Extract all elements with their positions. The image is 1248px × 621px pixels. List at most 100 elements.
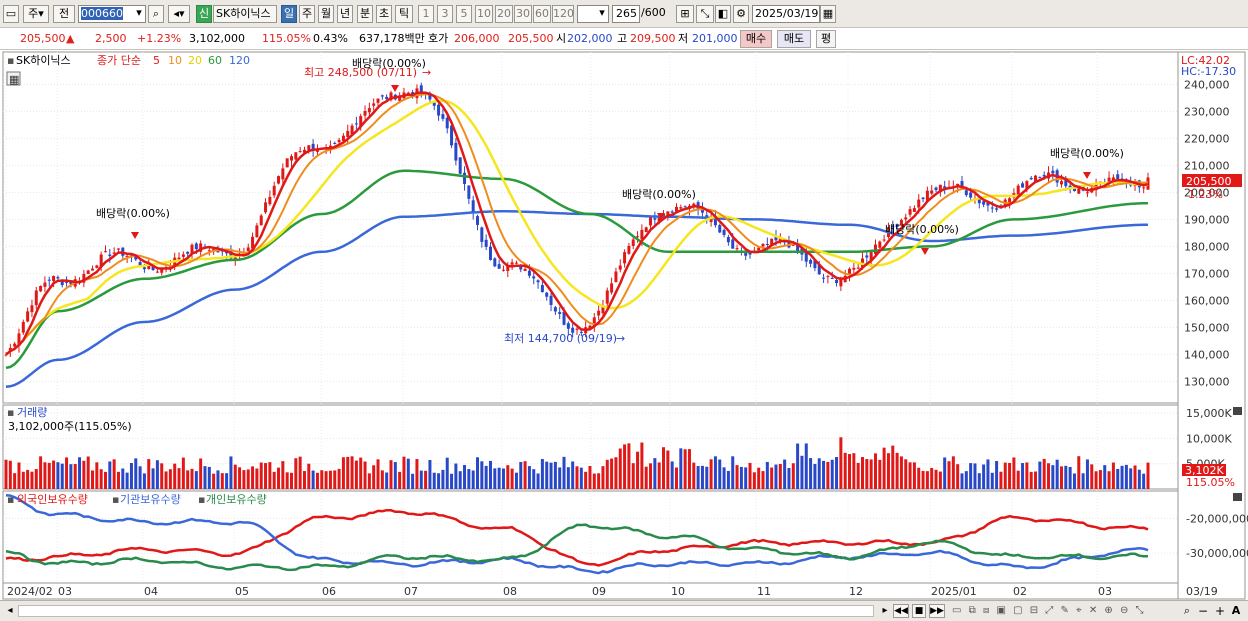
interval-120-button[interactable]: 120 [552,5,574,23]
volume-bar [579,467,583,489]
legend-ma120: 120 [229,54,250,67]
candle-body [610,283,614,293]
crosshair-icon[interactable]: ⊞ [676,5,694,23]
eval-button[interactable]: 평 [816,30,836,48]
code-dropdown-icon[interactable]: ▾ [136,6,142,19]
x-axis-tick: 07 [404,585,418,598]
new-badge[interactable]: 신 [196,5,212,23]
scroll-left-icon[interactable]: ◂ [7,605,13,616]
holding-close-icon[interactable] [1233,493,1242,501]
interval-60-button[interactable]: 60 [533,5,551,23]
zoom-out-icon[interactable]: − [1197,604,1209,618]
volume-bar [467,469,471,489]
volume-bar [947,461,951,489]
search-icon[interactable]: ⌕ [148,5,164,23]
price-y-tick: 170,000 [1184,267,1230,280]
unit-tick-button[interactable]: 틱 [395,5,413,23]
volume-bar [752,472,756,489]
candle-body [255,225,259,238]
interval-5-button[interactable]: 5 [456,5,472,23]
interval-1-button[interactable]: 1 [418,5,434,23]
unit-second-button[interactable]: 초 [376,5,392,23]
volume-bar [999,471,1003,489]
candle-body [921,197,925,200]
volume-bar [1025,462,1029,489]
date-input[interactable]: 2025/03/19 [752,5,820,23]
stop-icon[interactable]: ■ [912,604,926,618]
volume-bar [904,459,908,489]
rewind-icon[interactable]: ◀◀ [893,604,909,618]
volume-bar [380,470,384,489]
interval-30-button[interactable]: 30 [514,5,532,23]
candle-body [155,271,159,273]
prev-button[interactable]: 전 [53,5,75,23]
current-price-tag-pct: 1.23% [1188,188,1223,201]
scroll-right-icon[interactable]: ▸ [882,605,888,616]
volume-bar [856,462,860,489]
unit-minute-button[interactable]: 분 [357,5,373,23]
candle-body [1029,177,1033,180]
chart-svg[interactable]: 240,000 230,000 220,000 210,000 200,000 190,0… [0,50,1248,621]
candle-body [558,312,562,314]
calendar-icon[interactable]: ▦ [820,5,836,23]
volume-bar [757,467,761,489]
price-y-tick: 180,000 [1184,240,1230,253]
candle-body [428,93,432,100]
toggle-panel-icon[interactable]: ◧ [715,5,731,23]
candle-body [1064,178,1068,187]
interval-custom-input[interactable] [577,5,609,23]
interval-dropdown-icon[interactable]: ▾ [599,6,605,19]
drawing-tools[interactable]: ▭ ⧉ ⧈ ▣ ▢ ⊟ ⤢ ✎ ⌖ ✕ ⊕ ⊖ ⤡ [952,605,1146,616]
code-input[interactable]: 000660 [78,5,146,23]
volume-bar [519,461,523,489]
dividend-marker-5-icon [1083,172,1091,179]
candle-body [592,317,596,328]
settings-gear-icon[interactable]: ⚙ [733,5,749,23]
volume-bar [91,470,95,489]
dividend-annotation-2: 배당락(0.00%) [96,207,170,220]
unit-week-button[interactable]: 주 [299,5,315,23]
candle-body [822,277,826,279]
scroll-track[interactable] [18,605,874,617]
fast-forward-icon[interactable]: ▶▶ [929,604,945,618]
volume-bar [26,469,30,489]
volume-tag [1182,464,1226,476]
zoom-in-icon[interactable]: + [1214,604,1226,618]
sell-button[interactable]: 매도 [777,30,811,48]
chart-area[interactable]: 240,000 230,000 220,000 210,000 200,000 190,0… [0,50,1248,621]
unit-month-button[interactable]: 월 [318,5,334,23]
high-arrow-icon: → [422,66,431,79]
zoom-icon[interactable]: ⌕ [1183,604,1191,617]
speaker-icon[interactable]: ◂▾ [168,5,190,23]
candle-body [367,108,371,113]
interval-3-button[interactable]: 3 [437,5,453,23]
quote-row: 205,500 ▲ 2,500 +1.23% 3,102,000 115.05%… [0,28,1248,50]
candle-body [817,265,821,275]
legend-marker-icon: ▪ [7,54,14,67]
stock-name-field[interactable]: SK하이닉스 [213,5,277,23]
interval-20-button[interactable]: 20 [495,5,513,23]
font-size-icon[interactable]: A [1231,604,1241,617]
interval-10-button[interactable]: 10 [475,5,493,23]
buy-button[interactable]: 매수 [740,30,772,48]
candle-body [125,255,129,257]
count-input[interactable]: 265 [612,5,640,23]
window-menu-icon[interactable]: ▭ [3,5,19,23]
candle-body [960,181,964,189]
period-select[interactable]: 주▾ [23,5,49,23]
unit-day-button[interactable]: 일 [281,5,297,23]
draw-tool-icon[interactable]: ⤡ [696,5,714,23]
price-change-pct: +1.23% [137,32,182,45]
volume-close-icon[interactable] [1233,407,1242,415]
volume-bar [65,457,69,489]
candle-body [904,217,908,220]
panel-grid-icon[interactable] [6,71,21,86]
high-annotation: 최고 248,500 (07/11) [304,66,417,79]
volume-bar [1107,471,1111,489]
candle-body [597,310,601,316]
volume-bar [657,462,661,489]
volume-bar [1111,462,1115,489]
candle-body [194,243,198,250]
unit-year-button[interactable]: 년 [337,5,353,23]
candle-body [744,250,748,256]
